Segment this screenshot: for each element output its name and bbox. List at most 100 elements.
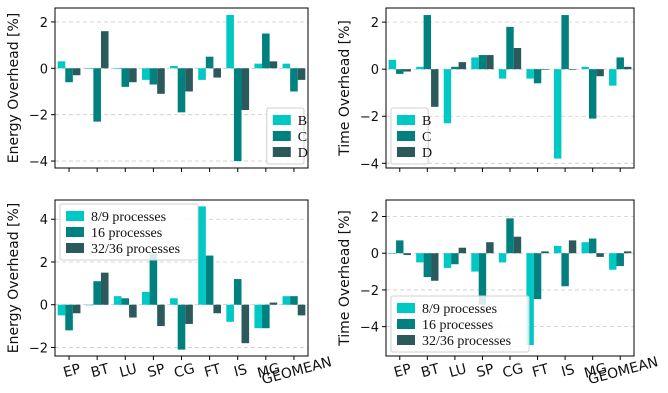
bar-is-series-1 <box>226 304 234 322</box>
bar-cg-series-1 <box>498 69 507 79</box>
bar-sp-series-2 <box>149 253 158 305</box>
bar-lu-series-2 <box>451 253 459 265</box>
bar-bt-series-2 <box>423 15 432 70</box>
legend-swatch <box>66 211 84 221</box>
bar-lu-series-3 <box>458 62 467 70</box>
bar-sp-series-2 <box>478 55 487 70</box>
bar-bt-series-2 <box>423 253 432 278</box>
legend-swatch <box>272 115 291 125</box>
bar-bt-series-3 <box>431 253 439 281</box>
y-axis-label: Time Overhead [%] <box>337 20 353 157</box>
axes-frame <box>54 199 309 357</box>
legend-swatch <box>397 319 415 329</box>
bar-geomean-series-2 <box>616 57 624 70</box>
x-tick-label: EP <box>392 361 413 381</box>
legend-swatch <box>397 335 415 345</box>
legend-swatch <box>397 147 415 157</box>
x-tick-label: FT <box>531 361 551 381</box>
legend-label: D <box>298 146 308 161</box>
bar-is-series-2 <box>233 279 242 305</box>
axes-frame <box>385 199 635 357</box>
y-tick-label: −4 <box>360 321 379 336</box>
legend-swatch <box>397 115 415 125</box>
bar-ft-series-2 <box>533 253 542 300</box>
bar-geomean-series-3 <box>623 66 632 70</box>
bar-ep-series-3 <box>403 69 411 72</box>
bar-mg-series-1 <box>581 242 589 254</box>
bar-ft-series-1 <box>198 68 206 80</box>
x-tick-label: IS <box>560 362 577 381</box>
bar-lu-series-3 <box>458 247 467 254</box>
bar-sp-series-2 <box>149 68 158 85</box>
bar-geomean-series-1 <box>609 69 617 86</box>
legend-box <box>59 203 199 261</box>
bar-lu-series-1 <box>443 253 452 268</box>
bar-sp-series-1 <box>471 57 479 70</box>
y-tick-label: 2 <box>371 211 379 226</box>
y-tick-label: −4 <box>29 155 48 170</box>
bar-bt-series-1 <box>416 66 424 70</box>
x-tick-label: BT <box>89 361 111 381</box>
x-tick-label: CG <box>501 361 525 382</box>
y-axis-label: Energy Overhead [%] <box>6 203 22 354</box>
bar-ep-series-3 <box>72 304 81 314</box>
y-tick-label: 0 <box>40 62 48 77</box>
bar-sp-series-2 <box>478 253 487 305</box>
bar-mg-series-1 <box>581 66 589 70</box>
bar-ep-series-2 <box>396 240 404 254</box>
x-tick-label: MG <box>582 360 608 381</box>
bar-ep-series-2 <box>396 69 404 74</box>
bar-ft-series-2 <box>205 56 214 69</box>
bar-is-series-2 <box>233 68 242 162</box>
x-tick-label: SP <box>475 361 496 381</box>
legend-label: C <box>422 130 431 145</box>
bar-geomean-series-3 <box>297 304 306 316</box>
bar-ft-series-1 <box>526 69 534 79</box>
bar-ep-series-1 <box>388 253 397 254</box>
bar-ep-series-1 <box>57 61 66 69</box>
legend-label: B <box>422 114 431 129</box>
bar-is-series-1 <box>553 69 562 159</box>
y-tick-label: −2 <box>360 110 379 125</box>
bar-cg-series-1 <box>170 65 178 69</box>
bar-cg-series-2 <box>506 218 514 254</box>
bar-mg-series-2 <box>262 304 270 329</box>
bar-is-series-2 <box>561 15 569 70</box>
bar-mg-series-3 <box>269 61 278 69</box>
axes-frame <box>385 7 635 169</box>
bar-geomean-series-3 <box>297 68 306 80</box>
y-tick-label: 2 <box>40 16 48 31</box>
legend-label: 32/36 processes <box>422 334 511 349</box>
x-tick-label: MG <box>256 360 282 381</box>
legend-label: 8/9 processes <box>91 210 166 225</box>
bar-lu-series-1 <box>113 296 122 305</box>
bar-is-series-3 <box>568 69 577 70</box>
bar-ep-series-1 <box>57 304 66 316</box>
y-axis-label: Time Overhead [%] <box>337 210 353 347</box>
x-tick-label: GEOMEAN <box>586 354 659 388</box>
bar-sp-series-1 <box>471 253 479 272</box>
bar-lu-series-2 <box>121 68 130 87</box>
bar-geomean-series-1 <box>282 63 291 69</box>
bar-cg-series-2 <box>177 304 186 350</box>
bar-lu-series-2 <box>121 298 130 305</box>
bar-ft-series-2 <box>533 69 542 84</box>
bar-is-series-1 <box>226 14 234 69</box>
bar-cg-series-3 <box>513 236 522 254</box>
axes-frame <box>54 7 309 169</box>
bar-sp-series-3 <box>157 304 165 327</box>
legend-swatch <box>397 303 415 313</box>
bar-geomean-series-1 <box>609 253 617 270</box>
y-tick-label: −2 <box>29 341 48 356</box>
bar-geomean-series-2 <box>616 253 624 267</box>
bar-ft-series-1 <box>198 206 206 305</box>
bar-ep-series-2 <box>65 68 73 83</box>
y-tick-label: −2 <box>360 284 379 299</box>
x-tick-label: FT <box>203 361 223 381</box>
x-tick-label: SP <box>146 361 167 381</box>
